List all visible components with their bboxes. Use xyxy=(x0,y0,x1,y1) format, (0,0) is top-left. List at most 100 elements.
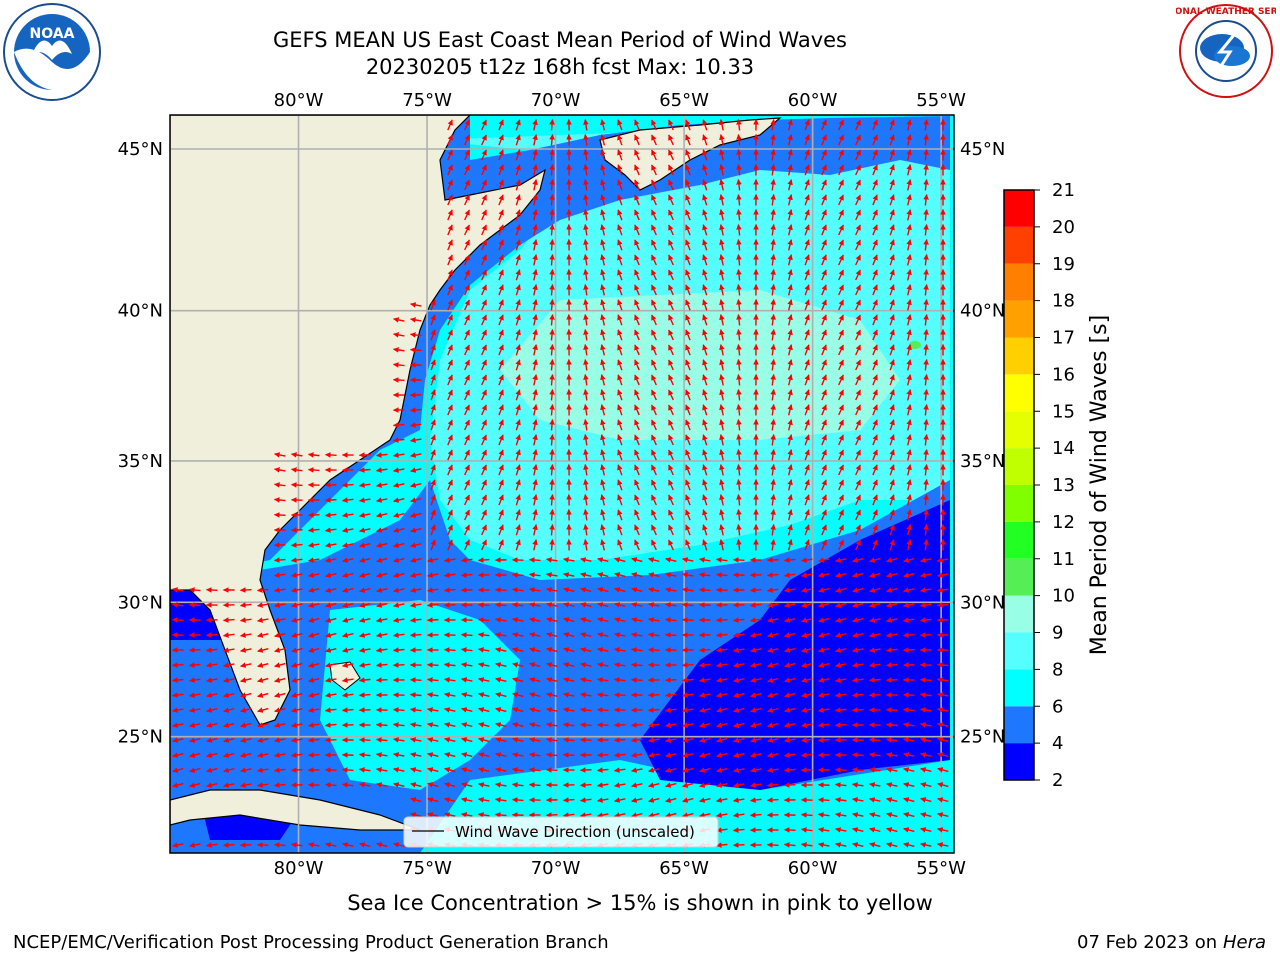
direction-arrow xyxy=(668,224,674,236)
direction-arrow xyxy=(702,314,708,326)
direction-arrow xyxy=(719,389,725,401)
direction-arrow xyxy=(685,254,691,266)
direction-arrow xyxy=(532,464,538,476)
direction-arrow xyxy=(222,842,235,848)
direction-arrow xyxy=(804,389,810,401)
direction-arrow xyxy=(804,299,810,311)
direction-arrow xyxy=(821,224,827,236)
direction-arrow xyxy=(838,209,844,221)
direction-arrow xyxy=(600,404,606,416)
direction-arrow xyxy=(804,374,810,386)
direction-arrow xyxy=(464,254,470,266)
colorbar-segment xyxy=(1004,632,1034,670)
direction-arrow xyxy=(600,314,606,326)
direction-arrow xyxy=(171,662,184,668)
direction-arrow xyxy=(838,179,844,191)
direction-arrow xyxy=(668,269,674,281)
direction-arrow xyxy=(736,178,742,191)
direction-arrow xyxy=(358,452,371,458)
direction-arrow xyxy=(906,359,912,371)
direction-arrow xyxy=(923,298,929,311)
ocean-10-11s-spot xyxy=(909,341,921,349)
direction-arrow xyxy=(702,389,708,401)
direction-arrow xyxy=(872,359,878,371)
direction-arrow xyxy=(430,404,436,416)
direction-arrow xyxy=(617,149,623,161)
direction-arrow xyxy=(787,464,793,476)
direction-arrow xyxy=(634,269,640,281)
direction-arrow xyxy=(562,797,575,803)
direction-arrow xyxy=(464,434,470,446)
direction-arrow xyxy=(549,268,555,281)
chart-subtitle: 20230205 t12z 168h fcst Max: 10.33 xyxy=(365,55,755,79)
direction-arrow xyxy=(736,208,742,221)
colorbar-segment xyxy=(1004,337,1034,375)
direction-arrow xyxy=(596,752,609,758)
direction-arrow xyxy=(906,239,912,251)
direction-arrow xyxy=(906,314,912,326)
direction-arrow xyxy=(430,449,436,461)
direction-arrow xyxy=(651,299,657,311)
direction-arrow xyxy=(736,298,742,311)
direction-arrow xyxy=(804,359,810,371)
direction-arrow xyxy=(719,164,725,176)
direction-arrow xyxy=(600,434,606,446)
direction-arrow xyxy=(647,647,660,653)
direction-arrow xyxy=(889,464,895,476)
direction-arrow xyxy=(647,707,660,713)
direction-arrow xyxy=(668,464,674,476)
direction-arrow xyxy=(464,374,470,386)
direction-arrow xyxy=(515,239,521,251)
direction-arrow xyxy=(804,179,810,191)
colorbar-segment xyxy=(1004,374,1034,412)
direction-arrow xyxy=(515,209,521,221)
direction-arrow xyxy=(630,662,643,668)
direction-arrow xyxy=(634,179,640,191)
colorbar-tick-label: 4 xyxy=(1052,733,1063,754)
direction-arrow xyxy=(515,344,521,356)
direction-arrow xyxy=(889,359,895,371)
direction-arrow xyxy=(600,449,606,461)
lat-label-left: 30°N xyxy=(118,592,163,613)
direction-arrow xyxy=(804,164,810,176)
direction-arrow xyxy=(464,329,470,341)
direction-arrow xyxy=(273,842,286,848)
lon-label-bottom: 75°W xyxy=(402,858,452,879)
direction-arrow xyxy=(532,209,538,221)
direction-arrow xyxy=(274,467,286,473)
us-mainland-land xyxy=(170,115,546,726)
direction-arrow xyxy=(464,299,470,311)
direction-arrow xyxy=(685,224,691,236)
direction-arrow xyxy=(719,149,725,161)
direction-arrow xyxy=(617,269,623,281)
direction-arrow xyxy=(426,617,439,623)
nws-logo-text: NATIONAL WEATHER SERVICE xyxy=(1176,7,1276,17)
direction-arrow xyxy=(477,557,490,563)
direction-arrow xyxy=(430,299,436,311)
direction-arrow xyxy=(617,329,623,341)
sea-ice-note: Sea Ice Concentration > 15% is shown in … xyxy=(347,891,933,915)
direction-arrow xyxy=(770,268,776,281)
direction-arrow xyxy=(821,404,827,416)
direction-arrow xyxy=(464,284,470,296)
direction-arrow xyxy=(634,284,640,296)
direction-arrow xyxy=(719,209,725,221)
direction-arrow xyxy=(923,133,929,146)
direction-arrow xyxy=(766,572,779,578)
direction-arrow xyxy=(583,134,589,146)
direction-arrow xyxy=(851,752,864,758)
direction-arrow xyxy=(410,452,422,458)
direction-arrow xyxy=(600,329,606,341)
direction-arrow xyxy=(464,164,470,176)
direction-arrow xyxy=(498,299,504,311)
direction-arrow xyxy=(834,722,847,728)
direction-arrow xyxy=(889,254,895,266)
cuba-land xyxy=(170,789,421,831)
direction-arrow xyxy=(549,178,555,191)
direction-arrow xyxy=(273,482,286,488)
direction-arrow xyxy=(447,269,453,281)
direction-arrow xyxy=(821,164,827,176)
direction-arrow xyxy=(528,782,541,788)
direction-arrow xyxy=(736,223,742,236)
